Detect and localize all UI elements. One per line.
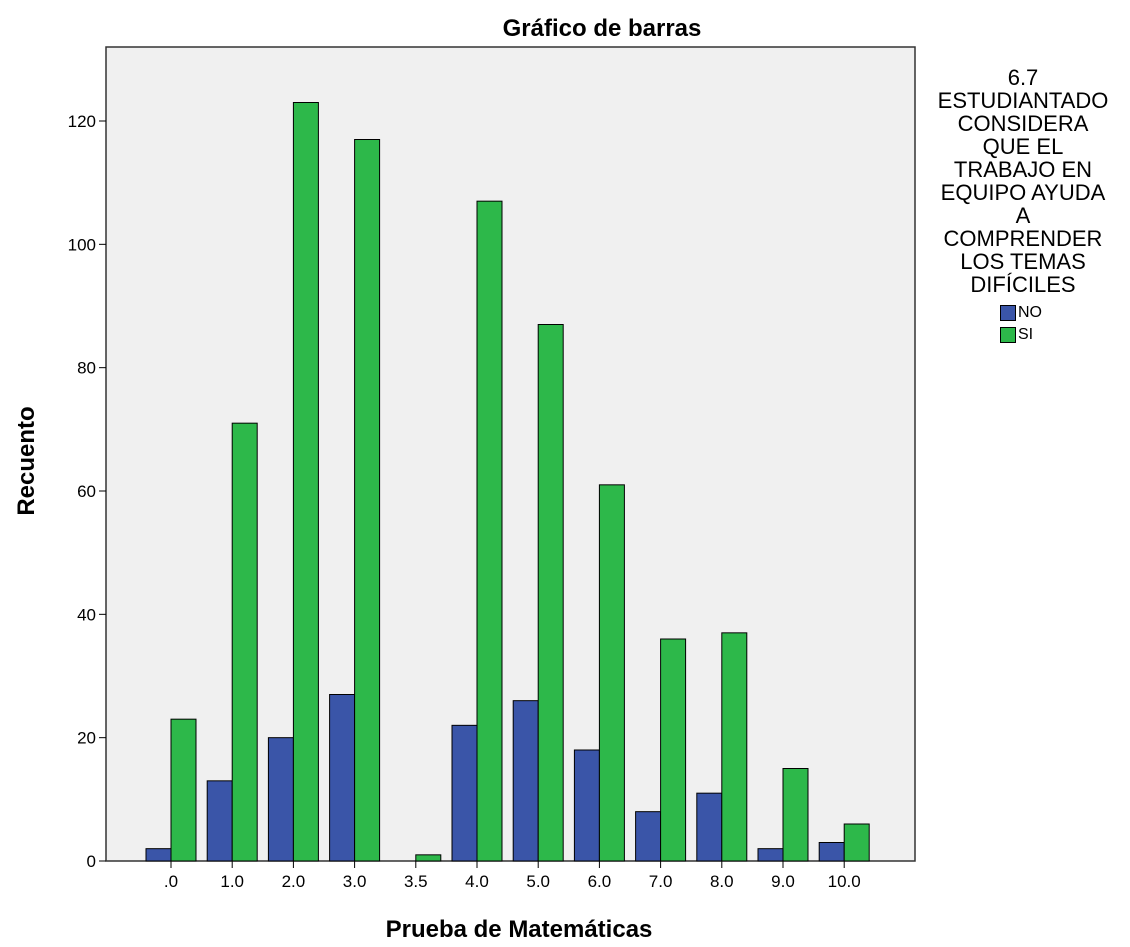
legend-title-line: A <box>1015 203 1031 228</box>
y-tick-label: 60 <box>77 482 96 501</box>
x-tick-label: 5.0 <box>526 872 550 891</box>
legend-item-si: SI <box>1000 324 1126 346</box>
y-tick-label: 40 <box>77 605 96 624</box>
x-tick-label: 9.0 <box>771 872 795 891</box>
y-axis-title: Recuento <box>13 406 40 515</box>
bar-si <box>782 768 809 862</box>
bar-si <box>721 632 748 862</box>
x-tick-label: 7.0 <box>649 872 673 891</box>
bar-no <box>329 694 356 862</box>
legend-swatch <box>1000 327 1016 343</box>
legend: 6.7 ESTUDIANTADO CONSIDERA QUE EL TRABAJO EN… <box>920 66 1126 346</box>
legend-title-line: CONSIDERA <box>957 111 1089 136</box>
x-axis-title: Prueba de Matemáticas <box>386 916 653 943</box>
x-axis: .0 1.0 2.0 3.0 3.5 4.0 5.0 6.0 7.0 8.0 9.0 10.0 <box>164 861 861 891</box>
legend-item-no: NO <box>1000 302 1126 324</box>
x-tick-label: 10.0 <box>828 872 861 891</box>
chart-title: Gráfico de barras <box>503 15 702 42</box>
bar-no <box>696 792 723 862</box>
bar-si <box>598 484 625 862</box>
legend-title-line: LOS TEMAS <box>960 249 1086 274</box>
y-tick-label: 80 <box>77 359 96 378</box>
y-tick-label: 0 <box>87 852 96 871</box>
x-tick-label: 6.0 <box>588 872 612 891</box>
bar-no <box>573 749 600 862</box>
bar-no <box>635 811 662 862</box>
bar-no <box>451 724 478 862</box>
legend-title-line: TRABAJO EN <box>953 157 1093 182</box>
bar-si <box>170 718 197 862</box>
x-tick-label: 1.0 <box>220 872 244 891</box>
bar-si <box>354 139 381 862</box>
legend-title-line: COMPRENDER <box>943 226 1103 251</box>
legend-title-line: ESTUDIANTADO <box>937 88 1109 113</box>
y-tick-label: 100 <box>68 235 96 254</box>
bar-si <box>231 422 258 862</box>
legend-title-line: EQUIPO AYUDA <box>940 180 1106 205</box>
bar-no <box>512 700 539 862</box>
bar-si <box>660 638 687 862</box>
legend-title-line: QUE EL <box>982 134 1064 159</box>
bar-no <box>818 842 845 862</box>
y-tick-label: 20 <box>77 729 96 748</box>
legend-title-line: DIFÍCILES <box>970 272 1076 297</box>
x-tick-label: 8.0 <box>710 872 734 891</box>
legend-title: 6.7 ESTUDIANTADO CONSIDERA QUE EL TRABAJO EN… <box>920 66 1126 296</box>
bar-no <box>145 848 172 862</box>
x-tick-label: 3.5 <box>404 872 428 891</box>
bar-si <box>292 102 319 862</box>
x-tick-label: .0 <box>164 872 178 891</box>
bar-si <box>537 324 564 862</box>
x-tick-label: 2.0 <box>282 872 306 891</box>
bar-si <box>415 854 442 862</box>
bar-si <box>476 200 503 862</box>
bar-si <box>843 823 870 862</box>
legend-title-line: 6.7 <box>1007 65 1039 90</box>
bar-no <box>267 737 294 862</box>
x-tick-label: 4.0 <box>465 872 489 891</box>
legend-items: NO SI <box>1000 302 1126 346</box>
legend-label: NO <box>1018 304 1042 321</box>
legend-label: SI <box>1018 326 1034 343</box>
bar-no <box>757 848 784 862</box>
plot-area <box>105 46 916 862</box>
x-tick-label: 3.0 <box>343 872 367 891</box>
y-tick-label: 120 <box>68 112 96 131</box>
bar-no <box>206 780 233 862</box>
y-axis: 0 20 40 60 80 100 120 <box>68 112 106 871</box>
bars-group <box>145 102 870 862</box>
legend-swatch <box>1000 305 1016 321</box>
